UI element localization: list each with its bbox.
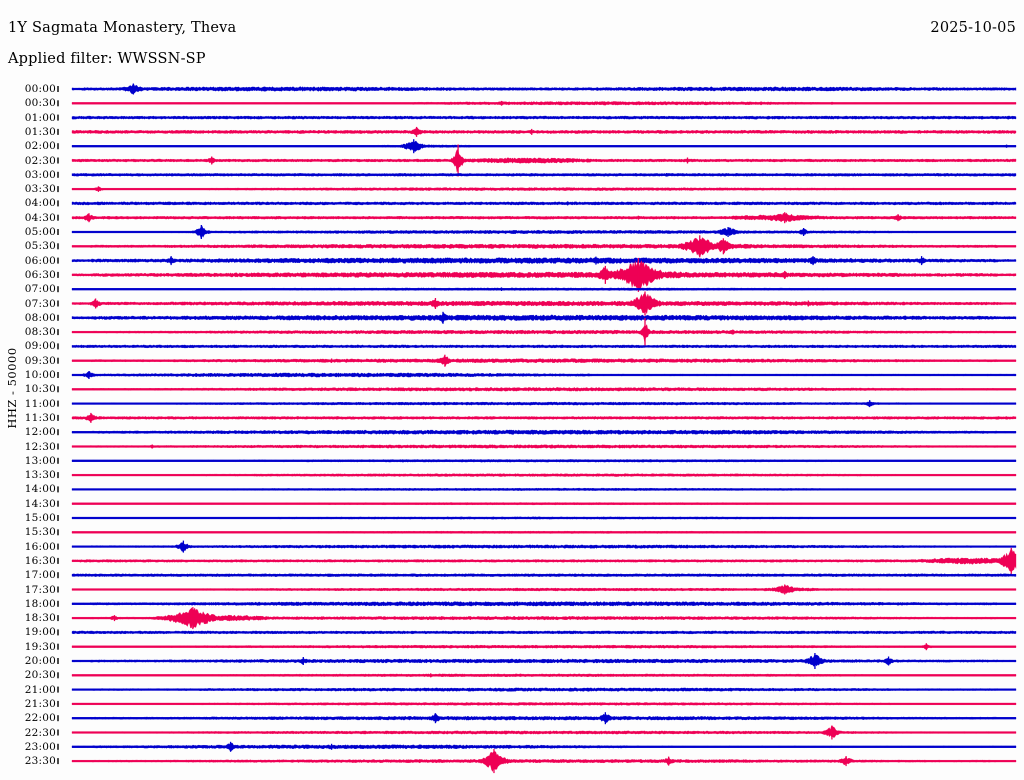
time-label-1030: 10:30 [24, 383, 56, 396]
time-label-1900: 19:00 [24, 626, 56, 639]
time-label-2330: 23:30 [24, 755, 56, 768]
time-label-0530: 05:30 [24, 240, 56, 253]
time-label-1400: 14:00 [24, 483, 56, 496]
time-label-0230: 02:30 [24, 154, 56, 167]
time-label-1700: 17:00 [24, 569, 56, 582]
time-label-2100: 21:00 [24, 683, 56, 696]
time-label-0400: 04:00 [24, 197, 56, 210]
time-label-0900: 09:00 [24, 340, 56, 353]
date-label: 2025-10-05 [930, 20, 1016, 36]
time-label-2130: 21:30 [24, 697, 56, 710]
time-label-0800: 08:00 [24, 311, 56, 324]
time-label-1430: 14:30 [24, 497, 56, 510]
time-label-1530: 15:30 [24, 526, 56, 539]
page-title: 1Y Sagmata Monastery, Theva [8, 20, 237, 36]
time-label-0330: 03:30 [24, 183, 56, 196]
seismic-trace-0830 [71, 324, 1017, 343]
time-label-0600: 06:00 [24, 254, 56, 267]
time-label-0300: 03:00 [24, 168, 56, 181]
time-label-0000: 00:00 [24, 83, 56, 95]
time-label-0500: 05:00 [24, 226, 56, 238]
time-label-0830: 08:30 [24, 326, 56, 339]
time-label-0430: 04:30 [24, 211, 56, 224]
time-label-1730: 17:30 [24, 583, 56, 596]
time-label-0630: 06:30 [24, 268, 56, 281]
time-label-1230: 12:30 [24, 440, 56, 453]
applied-filter-label: Applied filter: WWSSN-SP [8, 51, 206, 67]
time-label-2200: 22:00 [24, 712, 56, 725]
time-label-1130: 11:30 [24, 411, 56, 424]
time-label-1200: 12:00 [24, 426, 56, 439]
time-label-0130: 01:30 [24, 125, 56, 138]
time-label-2000: 20:00 [24, 655, 56, 667]
time-label-1830: 18:30 [24, 612, 56, 625]
time-label-1500: 15:00 [24, 512, 56, 524]
time-label-1330: 13:30 [24, 469, 56, 482]
time-label-0730: 07:30 [24, 297, 56, 310]
time-label-1630: 16:30 [24, 554, 56, 567]
time-label-2030: 20:30 [24, 669, 56, 682]
time-label-0030: 00:30 [24, 97, 56, 110]
time-label-1300: 13:00 [24, 454, 56, 467]
time-label-0930: 09:30 [24, 354, 56, 367]
time-label-0100: 01:00 [24, 111, 56, 124]
time-label-0700: 07:00 [24, 283, 56, 296]
time-label-1600: 16:00 [24, 540, 56, 553]
time-label-2300: 23:00 [24, 740, 56, 753]
time-label-1930: 19:30 [24, 640, 56, 653]
time-label-0200: 02:00 [24, 140, 56, 153]
time-label-1000: 10:00 [24, 369, 56, 381]
time-label-2230: 22:30 [24, 726, 56, 739]
time-label-1100: 11:00 [24, 397, 56, 410]
time-label-1800: 18:00 [24, 597, 56, 610]
